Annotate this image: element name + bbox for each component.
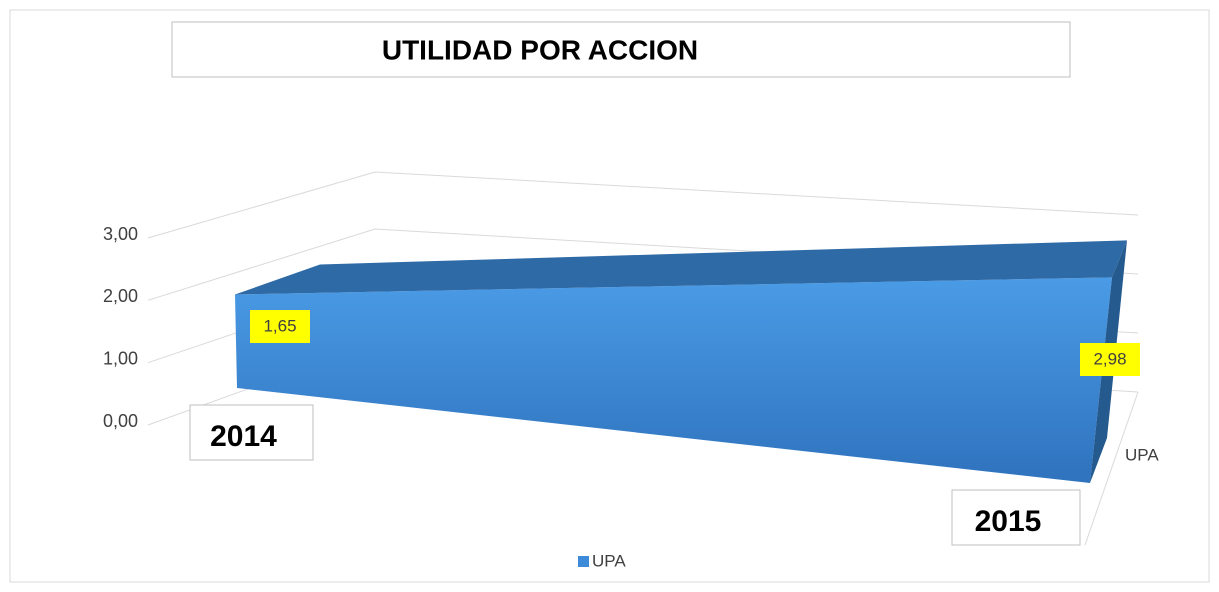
area-top bbox=[235, 240, 1127, 295]
legend-label: UPA bbox=[592, 551, 626, 570]
value-label-box bbox=[250, 310, 310, 343]
x-tick-label: 2015 bbox=[975, 505, 1042, 538]
depth-axis bbox=[1084, 391, 1139, 546]
depth-axis-label: UPA bbox=[1125, 445, 1159, 464]
category-box bbox=[189, 404, 314, 461]
value-label-box bbox=[1080, 343, 1140, 376]
area-front bbox=[235, 277, 1112, 483]
category-box bbox=[951, 489, 1081, 546]
value-label: 1,65 bbox=[263, 316, 296, 335]
x-tick-label: 2014 bbox=[210, 420, 277, 453]
y-tick-label: 3,00 bbox=[103, 224, 138, 244]
chart-title: UTILIDAD POR ACCION bbox=[382, 34, 698, 65]
title-box bbox=[171, 21, 1071, 78]
legend-swatch bbox=[578, 556, 589, 567]
value-label: 2,98 bbox=[1093, 349, 1126, 368]
y-tick-label: 2,00 bbox=[103, 286, 138, 306]
grid-line bbox=[147, 171, 1139, 239]
y-tick-label: 0,00 bbox=[103, 411, 138, 431]
y-tick-label: 1,00 bbox=[103, 348, 138, 368]
